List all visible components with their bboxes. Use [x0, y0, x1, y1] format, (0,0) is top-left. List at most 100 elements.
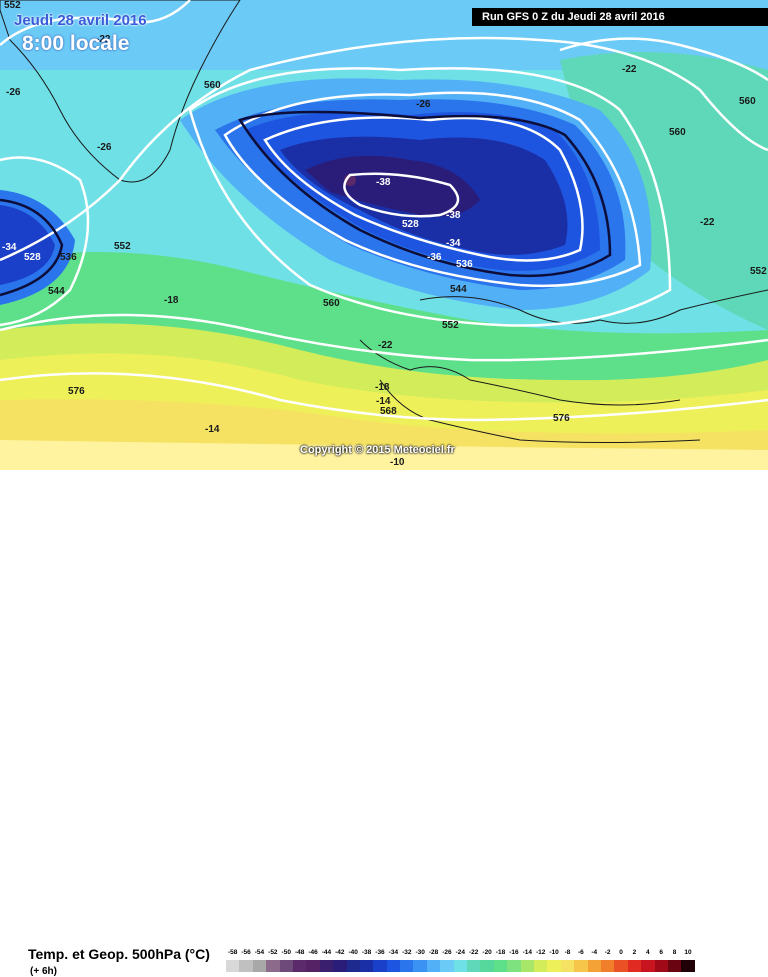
scale-value: 0 [619, 949, 623, 956]
scale-value: -6 [577, 949, 584, 956]
scale-swatch [614, 960, 628, 972]
geop-label: 576 [68, 386, 85, 397]
geop-labels: 552 560 552 528 536 544 560 576 528 536 … [4, 0, 767, 424]
scale-value: -54 [254, 949, 265, 956]
west-low-inner [0, 205, 55, 285]
scale-cell: 0 [614, 948, 628, 972]
scale-cell: 2 [627, 948, 642, 972]
temp-label: -22 [96, 34, 111, 45]
temp-label: -22 [700, 217, 715, 228]
scale-cell: -16 [507, 948, 521, 972]
scale-value: -20 [482, 949, 492, 956]
geop-label: 576 [553, 413, 570, 424]
scale-swatch [641, 960, 655, 972]
field-east-green [560, 52, 768, 330]
med-coast [359, 339, 681, 406]
scale-swatch [507, 960, 521, 972]
scale-swatch [266, 960, 280, 972]
map-time: 8:00 locale [22, 32, 130, 55]
scale-cell: -22 [467, 948, 481, 972]
contour-ne [559, 37, 768, 82]
contour-552 [188, 67, 672, 327]
scale-value: -8 [564, 949, 571, 956]
scale-cell: -34 [386, 948, 401, 972]
geop-label: 528 [402, 219, 419, 230]
trough-core [305, 155, 480, 217]
temp-label: -18 [375, 382, 390, 393]
scale-value: 10 [684, 949, 692, 956]
field-pale [0, 440, 768, 470]
scale-value: 8 [672, 949, 677, 956]
greenland-coast [0, 0, 241, 183]
scale-cell: -40 [346, 948, 360, 972]
geop-label: 560 [323, 298, 340, 309]
dark-contours [0, 110, 612, 297]
temp-label: -34 [2, 242, 17, 253]
scale-cell: -12 [533, 948, 548, 972]
scale-swatch [413, 960, 427, 972]
scale-value: -42 [335, 949, 345, 956]
temp-label: -38 [446, 210, 461, 221]
scale-swatch [493, 960, 508, 972]
temp-label: -38 [376, 177, 391, 188]
scale-swatch [667, 960, 682, 972]
scale-swatch [226, 960, 240, 972]
temp-label: -36 [427, 252, 442, 263]
geop-label: 528 [24, 252, 41, 263]
scale-swatch [627, 960, 642, 972]
scale-value: -44 [321, 949, 332, 956]
scale-value: -56 [241, 949, 251, 956]
scale-cell: -18 [493, 948, 508, 972]
contour-560 [0, 36, 768, 262]
scale-value: -10 [549, 949, 559, 956]
scale-cell: -52 [266, 948, 280, 972]
scale-value: -28 [428, 949, 439, 956]
scale-swatch [386, 960, 401, 972]
legend-step: (+ 6h) [30, 966, 57, 977]
scale-value: -4 [591, 949, 598, 956]
scale-cell: -10 [547, 948, 561, 972]
legend-title: Temp. et Geop. 500hPa (°C) [28, 946, 210, 962]
scale-swatch [292, 960, 307, 972]
scale-value: -40 [348, 949, 358, 956]
scale-value: -24 [455, 949, 466, 956]
contour-568 [0, 313, 768, 362]
scale-swatch [574, 960, 588, 972]
scale-swatch [319, 960, 334, 972]
scale-value: -38 [361, 949, 372, 956]
scale-swatch [333, 960, 347, 972]
scale-cell: 8 [667, 948, 682, 972]
color-scale: -58 -56 -54 -52 -50 -48 -46 -44 -42 -40 -38 -36 -34-… [226, 948, 695, 972]
scale-cell: 6 [654, 948, 668, 972]
weather-map: -26 -22 -26 -26 -22 -34 -18 -38 -38 -34 … [0, 0, 768, 470]
scale-swatch [306, 960, 320, 972]
geop-label: 560 [669, 127, 686, 138]
scale-swatch [654, 960, 668, 972]
scale-cell: -42 [333, 948, 347, 972]
scale-value: -18 [495, 949, 506, 956]
contour-576 [0, 372, 768, 422]
geop-label: 560 [739, 96, 756, 107]
scale-cell: -30 [413, 948, 427, 972]
geop-label: 560 [204, 80, 221, 91]
scale-value: -22 [469, 949, 479, 956]
scale-swatch [346, 960, 360, 972]
scale-value: -48 [294, 949, 305, 956]
temp-label: -22 [622, 64, 637, 75]
geop-label: 552 [442, 320, 459, 331]
copyright: Copyright © 2015 Meteociel.fr [300, 444, 455, 456]
scale-swatch [252, 960, 267, 972]
scale-value: -14 [522, 949, 532, 956]
scale-swatch [426, 960, 441, 972]
temp-label: -18 [164, 295, 179, 306]
geop-label: 536 [456, 259, 473, 270]
scale-value: -12 [535, 949, 546, 956]
scale-value: -2 [604, 949, 611, 956]
scale-cell: -50 [279, 948, 293, 972]
scale-cell: -56 [239, 948, 253, 972]
scale-swatch [520, 960, 534, 972]
geop-label: 568 [380, 406, 397, 417]
contour-540-dark [238, 110, 612, 278]
scale-value: -26 [442, 949, 452, 956]
scale-cell: -2 [600, 948, 615, 972]
